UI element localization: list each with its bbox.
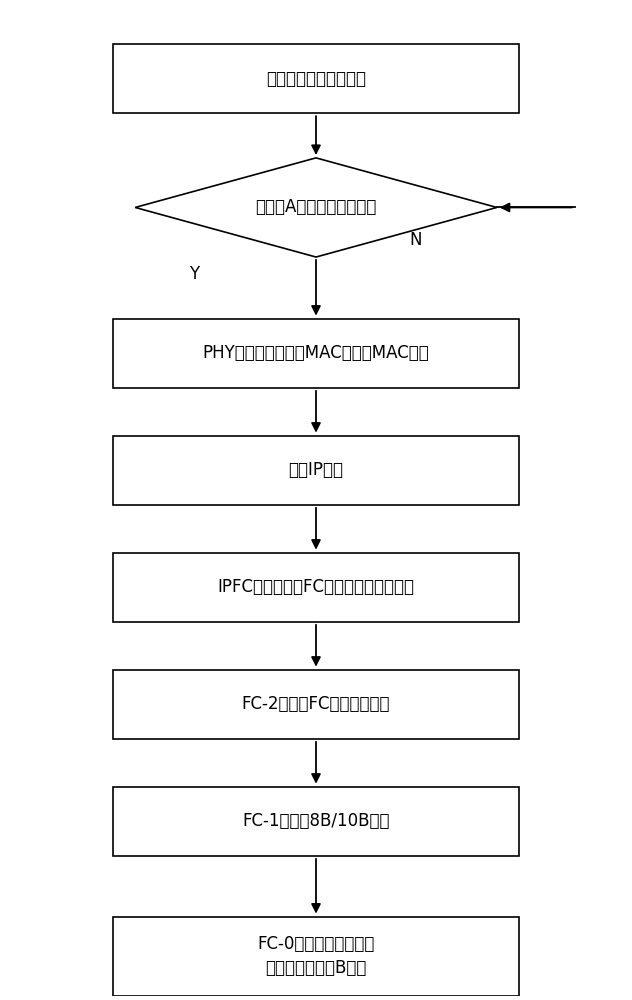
Bar	[113, 916, 519, 996]
Bar	[113, 670, 519, 739]
Bar	[113, 44, 519, 113]
Text: FC-2层进行FC通用帧头打包: FC-2层进行FC通用帧头打包	[242, 695, 390, 713]
Text: IPFC封装，打上FC网络头与链路控制头: IPFC封装，打上FC网络头与链路控制头	[217, 578, 415, 596]
Text: PHY进行电平转换，MAC层解掉MAC帧头: PHY进行电平转换，MAC层解掉MAC帧头	[203, 344, 429, 362]
Bar	[113, 553, 519, 622]
Text: FC-1层进行8B/10B编码: FC-1层进行8B/10B编码	[242, 812, 390, 830]
Text: 等待从A接口接收以太网帧: 等待从A接口接收以太网帧	[255, 198, 377, 216]
Text: 初始化与系统复位完成: 初始化与系统复位完成	[266, 70, 366, 88]
Text: Y: Y	[190, 265, 200, 283]
Bar	[113, 787, 519, 856]
Text: N: N	[410, 231, 422, 249]
Text: FC-0层进行电光转换，
将光信号发送至B接口: FC-0层进行电光转换， 将光信号发送至B接口	[257, 935, 375, 977]
Bar	[113, 436, 519, 505]
Bar	[113, 319, 519, 388]
Polygon shape	[135, 158, 497, 257]
Text: 重组IP报文: 重组IP报文	[288, 461, 344, 479]
